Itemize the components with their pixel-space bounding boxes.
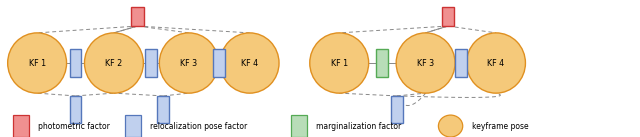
FancyBboxPatch shape (145, 49, 157, 77)
FancyBboxPatch shape (455, 49, 467, 77)
Text: keyframe pose: keyframe pose (472, 122, 528, 131)
Ellipse shape (159, 33, 218, 93)
Text: marginalization factor: marginalization factor (316, 122, 401, 131)
Text: KF 3: KF 3 (180, 58, 197, 68)
FancyBboxPatch shape (131, 7, 144, 26)
Text: KF 3: KF 3 (417, 58, 434, 68)
Text: KF 1: KF 1 (29, 58, 45, 68)
FancyBboxPatch shape (70, 49, 81, 77)
Ellipse shape (310, 33, 369, 93)
Ellipse shape (220, 33, 279, 93)
Ellipse shape (84, 33, 143, 93)
Ellipse shape (438, 115, 463, 137)
Text: KF 4: KF 4 (241, 58, 258, 68)
FancyBboxPatch shape (157, 96, 169, 123)
Text: photometric factor: photometric factor (38, 122, 109, 131)
Text: KF 1: KF 1 (331, 58, 348, 68)
Ellipse shape (467, 33, 525, 93)
FancyBboxPatch shape (13, 115, 29, 137)
FancyBboxPatch shape (125, 115, 141, 137)
FancyBboxPatch shape (70, 96, 81, 123)
Text: KF 4: KF 4 (488, 58, 504, 68)
Text: KF 2: KF 2 (106, 58, 122, 68)
Ellipse shape (8, 33, 67, 93)
Text: relocalization pose factor: relocalization pose factor (150, 122, 247, 131)
FancyBboxPatch shape (213, 49, 225, 77)
FancyBboxPatch shape (442, 7, 454, 26)
FancyBboxPatch shape (376, 49, 388, 77)
FancyBboxPatch shape (291, 115, 307, 137)
FancyBboxPatch shape (391, 96, 403, 123)
Ellipse shape (396, 33, 455, 93)
